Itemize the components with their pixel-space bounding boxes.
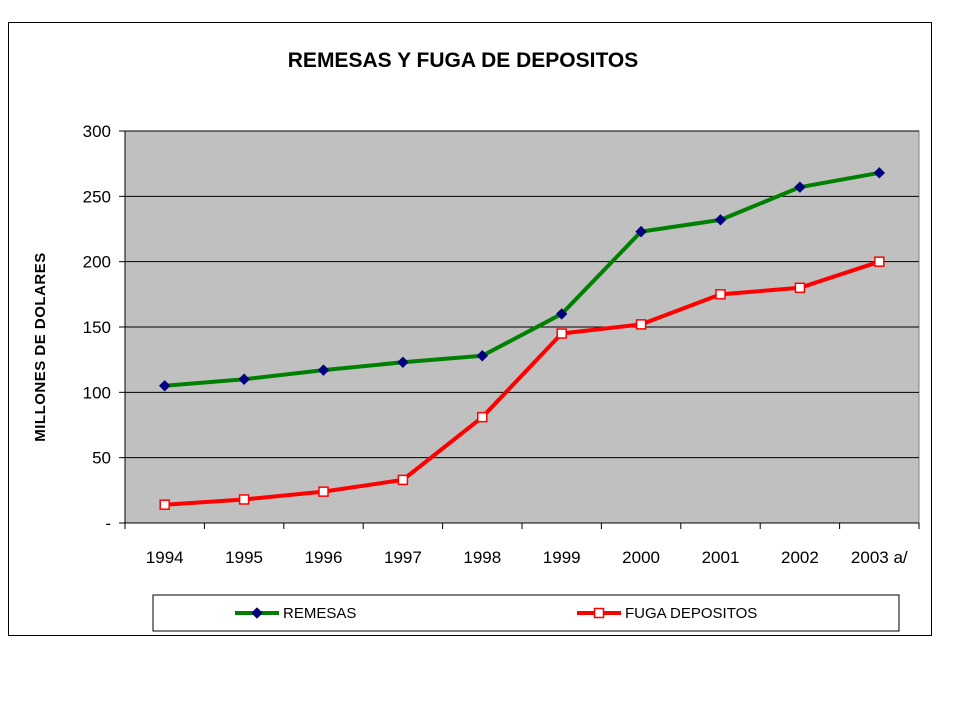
- x-tick-label: 2001: [702, 548, 740, 567]
- data-point: [238, 494, 250, 505]
- data-point: [873, 167, 886, 179]
- y-tick-label: 50: [92, 449, 111, 468]
- y-tick-label: 200: [83, 253, 111, 272]
- legend: REMESAS FUGA DEPOSITOS: [152, 594, 900, 632]
- series-line-1: [164, 259, 880, 507]
- data-point: [159, 499, 170, 510]
- data-point: [158, 380, 171, 392]
- data-point: [238, 373, 250, 385]
- data-point: [477, 411, 488, 423]
- y-tick-label: 150: [83, 318, 111, 337]
- series-line-0: [164, 170, 880, 388]
- series-layer: [158, 167, 886, 510]
- chart-frame: REMESAS Y FUGA DE DEPOSITOS - 50 100 150 200…: [8, 22, 932, 636]
- data-point: [397, 356, 409, 368]
- x-tick-label: 2003 a/: [851, 548, 908, 567]
- data-point: [555, 308, 568, 320]
- axes: - 50 100 150 200 250 300 1994 1995 1996 1997 1998 19…: [83, 122, 920, 567]
- data-point: [476, 350, 489, 362]
- y-tick-label: 250: [83, 187, 111, 206]
- y-tick-label: -: [105, 514, 111, 533]
- data-point: [874, 256, 885, 267]
- data-point: [794, 282, 806, 294]
- data-point: [318, 486, 329, 497]
- x-tick-label: 1998: [463, 548, 501, 567]
- chart-svg: REMESAS Y FUGA DE DEPOSITOS - 50 100 150 200…: [32, 49, 920, 632]
- y-axis-label: MILLONES DE DOLARES: [32, 252, 49, 442]
- y-tick-label: 300: [83, 122, 111, 141]
- data-point: [635, 225, 647, 238]
- x-tick-label: 2002: [781, 548, 819, 567]
- data-point: [556, 328, 567, 339]
- x-tick-label: 1997: [384, 548, 422, 567]
- x-tick-label: 1994: [146, 548, 184, 567]
- x-tick-label: 1999: [543, 548, 581, 567]
- data-point: [714, 214, 727, 226]
- legend-entry-label: REMESAS: [283, 605, 356, 622]
- data-point: [794, 181, 806, 193]
- legend-swatch-marker: [593, 607, 605, 619]
- x-tick-label: 2000: [622, 548, 660, 567]
- legend-swatch-marker: [251, 607, 263, 619]
- x-tick-label: 1995: [225, 548, 263, 567]
- plot-area: [124, 130, 920, 524]
- data-point: [715, 289, 726, 300]
- data-point: [317, 364, 330, 376]
- x-tick-label: 1996: [305, 548, 343, 567]
- data-point: [635, 319, 647, 330]
- y-tick-label: 100: [83, 383, 111, 402]
- data-point: [397, 474, 409, 486]
- legend-entry-label: FUGA DEPOSITOS: [625, 605, 757, 622]
- chart-title: REMESAS Y FUGA DE DEPOSITOS: [288, 49, 638, 72]
